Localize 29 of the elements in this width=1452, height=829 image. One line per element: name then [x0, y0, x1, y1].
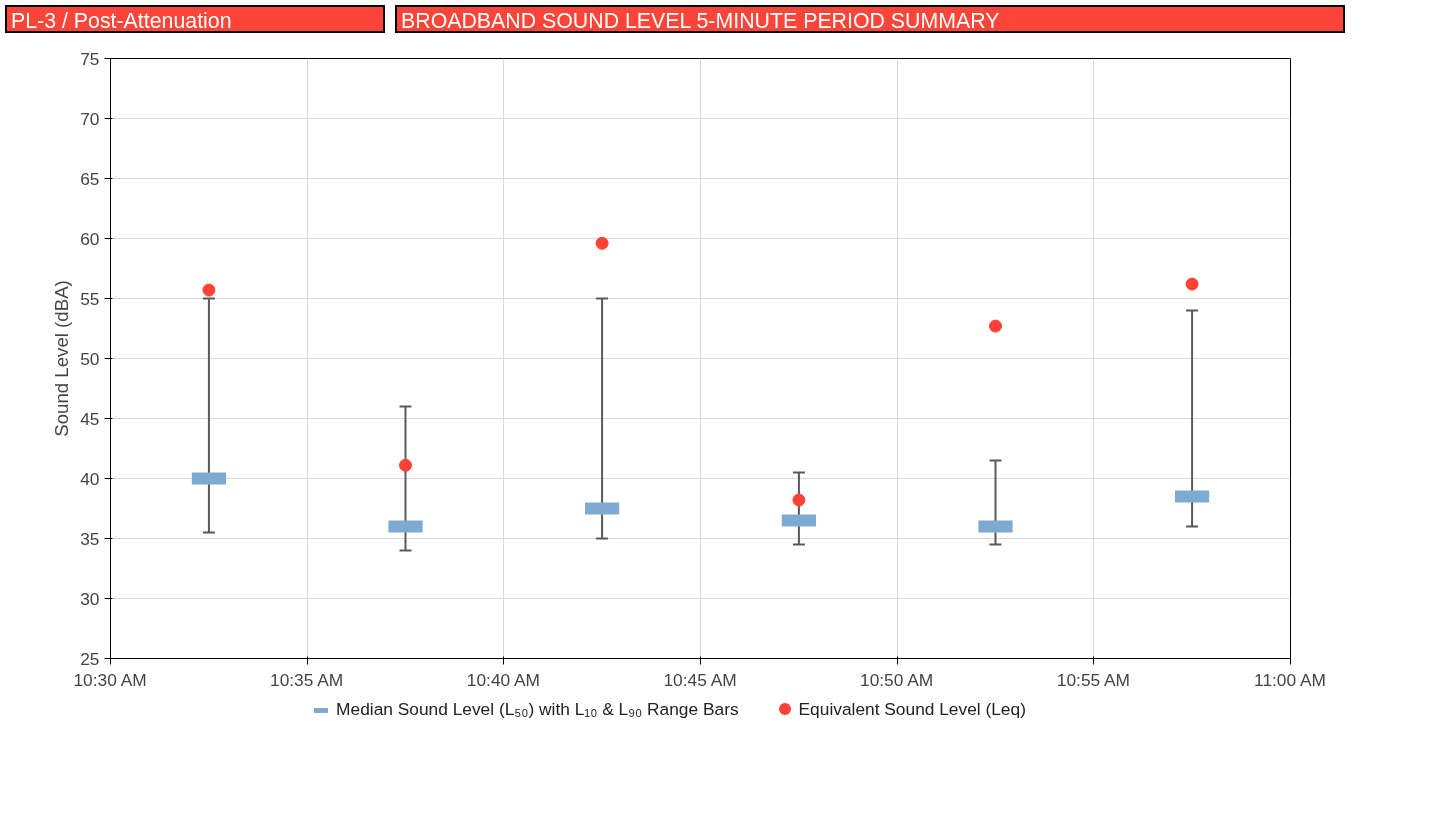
y-tick-label: 75 [80, 48, 100, 69]
y-tick-label: 45 [80, 408, 100, 429]
point [989, 319, 1002, 333]
y-tick-label: 25 [80, 648, 100, 669]
y-tick-label: 50 [80, 348, 100, 369]
legend-label: Equivalent Sound Level (Leq) [797, 699, 1026, 719]
y-tick-label: 35 [80, 528, 100, 549]
point [1185, 277, 1199, 291]
y-tick-label: 55 [80, 288, 100, 309]
x-tick-label: 10:35 AM [270, 669, 344, 690]
y-tick-label: 30 [80, 588, 100, 609]
x-tick-label: 10:45 AM [663, 669, 737, 690]
point [399, 458, 412, 472]
x-tick-label: 11:00 AM [1254, 669, 1326, 690]
y-tick-label: 70 [80, 108, 100, 129]
point [595, 236, 609, 250]
x-tick-label: 10:30 AM [73, 669, 147, 690]
legend-label: Median Sound Level (L₅₀) with L₁₀ & L₉₀ Range Bars [335, 699, 739, 719]
y-tick-label: 65 [80, 168, 100, 189]
point [792, 493, 806, 507]
x-tick-label: 10:50 AM [860, 669, 934, 690]
x-tick-label: 10:40 AM [466, 669, 541, 690]
chart-title: BROADBAND SOUND LEVEL 5-MINUTE PERIOD SUMMARY [401, 8, 1000, 35]
y-tick-label: 60 [80, 228, 100, 249]
y-tick-label: 40 [80, 468, 100, 489]
y-axis-title: Sound Level (dBA) [51, 280, 73, 437]
chart-subtitle: PL-3 / Post-Attenuation [11, 8, 232, 35]
x-tick-label: 10:55 AM [1056, 669, 1131, 690]
point [202, 283, 216, 297]
